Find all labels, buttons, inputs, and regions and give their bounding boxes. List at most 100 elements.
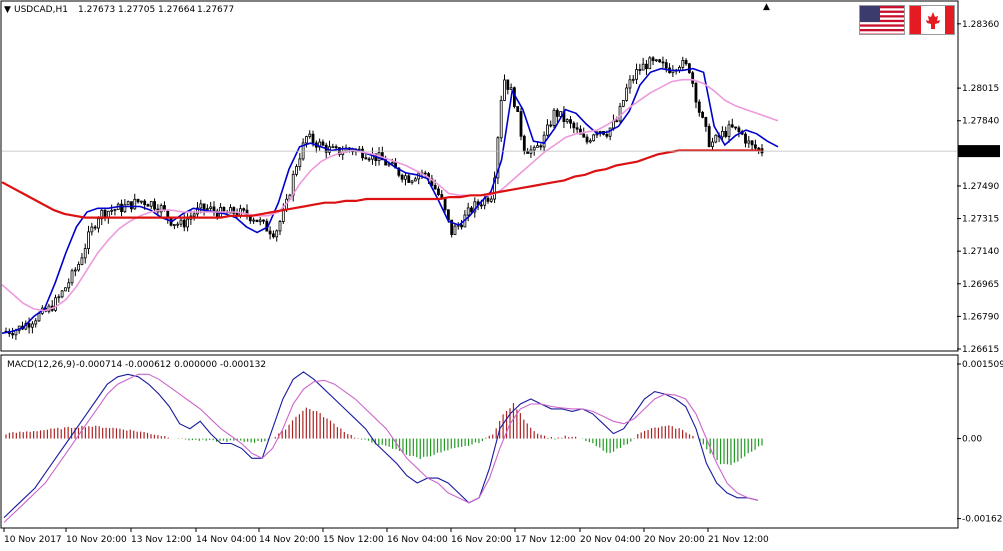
candle-body — [367, 158, 371, 161]
candle — [255, 219, 259, 223]
candle-body — [400, 174, 404, 180]
candle-body — [681, 60, 685, 68]
candle — [64, 287, 67, 292]
candle-body — [268, 230, 272, 235]
canada-flag-icon — [909, 5, 955, 35]
candle — [139, 200, 143, 205]
candle — [694, 81, 698, 109]
candle — [390, 158, 394, 165]
dropdown-triangle-icon[interactable]: ▼ — [4, 5, 11, 15]
time-tick-label: 20 Nov 04:00 — [580, 535, 641, 545]
candle-body — [744, 133, 747, 144]
time-x-axis: 10 Nov 2017 10 Nov 20:00 13 Nov 12:00 14 No… — [3, 528, 769, 545]
candle — [126, 200, 130, 206]
candle — [621, 99, 625, 108]
candle — [73, 267, 77, 277]
candle — [592, 133, 596, 142]
candle — [750, 140, 754, 151]
candle — [298, 152, 302, 171]
candle — [697, 99, 701, 117]
candle-body — [413, 178, 417, 182]
candle-body — [526, 150, 530, 154]
open-value: 1.27673 — [78, 5, 115, 15]
candle-body — [493, 177, 496, 200]
current-price-tag-label: 1.27677 — [962, 147, 999, 157]
candle-body — [499, 100, 503, 139]
time-tick-label: 14 Nov 20:00 — [259, 535, 320, 545]
candle-body — [196, 207, 199, 215]
candle — [549, 120, 553, 128]
candle — [519, 107, 523, 141]
candle-body — [615, 120, 619, 123]
candle — [453, 223, 457, 235]
candle — [87, 225, 90, 255]
candle-body — [199, 203, 203, 209]
candle-body — [519, 111, 523, 137]
price-tick-label: 1.26790 — [962, 312, 999, 322]
candle — [305, 135, 308, 148]
candle-body — [618, 105, 622, 122]
candle — [499, 95, 503, 142]
candle-body — [90, 226, 94, 233]
candle — [146, 203, 150, 207]
time-tick-label: 17 Nov 12:00 — [515, 535, 576, 545]
candle-body — [423, 172, 427, 175]
candle-body — [654, 59, 658, 62]
candle-body — [222, 206, 226, 213]
candle-body — [146, 204, 150, 207]
fast-ma-line — [1, 67, 779, 334]
candle — [262, 219, 265, 224]
collapse-arrow-icon[interactable]: ▲ — [763, 2, 770, 12]
close-value: 1.27677 — [197, 5, 234, 15]
candle-body — [278, 221, 282, 232]
candle-body — [532, 146, 536, 151]
candle — [361, 145, 364, 161]
candle — [321, 139, 325, 146]
candle — [364, 153, 368, 160]
price-tick-label: 1.28360 — [962, 20, 999, 30]
candle — [334, 144, 338, 150]
current-price-tag — [958, 145, 1000, 158]
candle-body — [707, 125, 711, 148]
candle-body — [635, 69, 638, 80]
candle-body — [569, 119, 572, 124]
candle-body — [701, 111, 704, 118]
candle — [407, 173, 411, 184]
candle — [209, 201, 213, 212]
candle-body — [552, 109, 556, 126]
candle-body — [11, 333, 15, 336]
candle-body — [64, 287, 67, 292]
candle — [625, 83, 629, 102]
candle — [575, 122, 579, 135]
time-tick-label: 16 Nov 04:00 — [387, 535, 448, 545]
candle-body — [549, 124, 553, 127]
candle — [654, 59, 658, 63]
candle-body — [661, 61, 665, 64]
candle-body — [272, 233, 275, 238]
candle — [404, 172, 407, 186]
time-tick-label: 20 Nov 20:00 — [644, 535, 705, 545]
candle-body — [529, 149, 533, 154]
time-tick-label: 10 Nov 20:00 — [66, 535, 127, 545]
low-value: 1.27664 — [158, 5, 195, 15]
candle-body — [575, 127, 579, 130]
candle-body — [34, 320, 38, 325]
candle-body — [212, 206, 216, 212]
candle-body — [522, 135, 526, 152]
time-tick-label: 14 Nov 04:00 — [196, 535, 257, 545]
candle — [31, 321, 34, 334]
candle-body — [298, 158, 302, 167]
candle — [753, 139, 757, 151]
candle-body — [106, 210, 110, 218]
candle-body — [209, 206, 213, 209]
candle — [80, 253, 84, 266]
candle — [493, 171, 496, 204]
candle — [486, 195, 490, 204]
candle-body — [258, 219, 262, 223]
candle-body — [83, 248, 87, 259]
candle — [331, 143, 335, 149]
candle — [681, 56, 685, 71]
candle-body — [123, 204, 127, 212]
candle-body — [503, 79, 506, 101]
candle — [172, 224, 176, 230]
